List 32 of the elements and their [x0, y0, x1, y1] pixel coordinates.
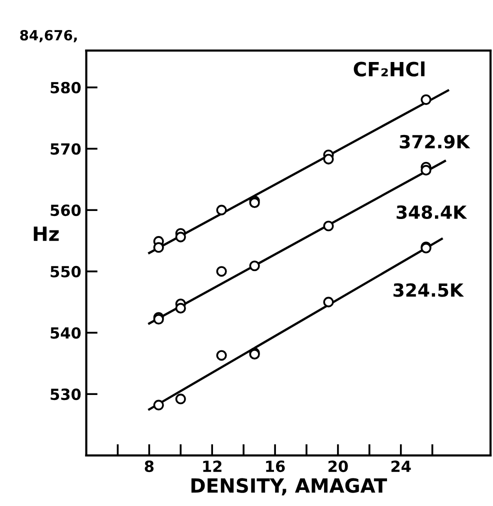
y-tick-label: 560: [50, 204, 81, 216]
point: [153, 400, 164, 410]
y-tick-label: 550: [50, 266, 81, 278]
point: [420, 164, 432, 176]
y-tick-label: 580: [50, 82, 81, 94]
point: [323, 220, 334, 232]
point: [323, 296, 334, 308]
y-tick-label: 540: [50, 327, 81, 339]
point: [216, 350, 227, 361]
series-label: 324.5K: [394, 283, 464, 297]
point: [323, 154, 334, 164]
x-tick-label: 16: [266, 460, 285, 472]
point: [216, 204, 227, 216]
x-tick-label: 20: [328, 460, 348, 472]
x-axis-title: DENSITY, AMAGAT: [191, 478, 388, 496]
point: [216, 266, 227, 277]
text: 84,676,: [20, 30, 77, 42]
x-tick-label: 8: [144, 460, 154, 472]
x-tick-label: 12: [203, 460, 222, 472]
y-axis-title: Hz: [34, 226, 59, 241]
point: [175, 394, 186, 404]
series-label: 372.9K: [400, 134, 470, 148]
x-tick-label: 24: [391, 460, 411, 472]
point: [249, 260, 260, 272]
chart-title: CF₂HCl: [354, 61, 424, 76]
point: [153, 242, 164, 253]
series-label: 348.4K: [396, 205, 468, 220]
point: [420, 94, 432, 105]
y-tick-label: 530: [50, 388, 81, 400]
point: [175, 232, 186, 242]
point: [175, 302, 186, 314]
y-tick-label: 570: [50, 143, 81, 155]
